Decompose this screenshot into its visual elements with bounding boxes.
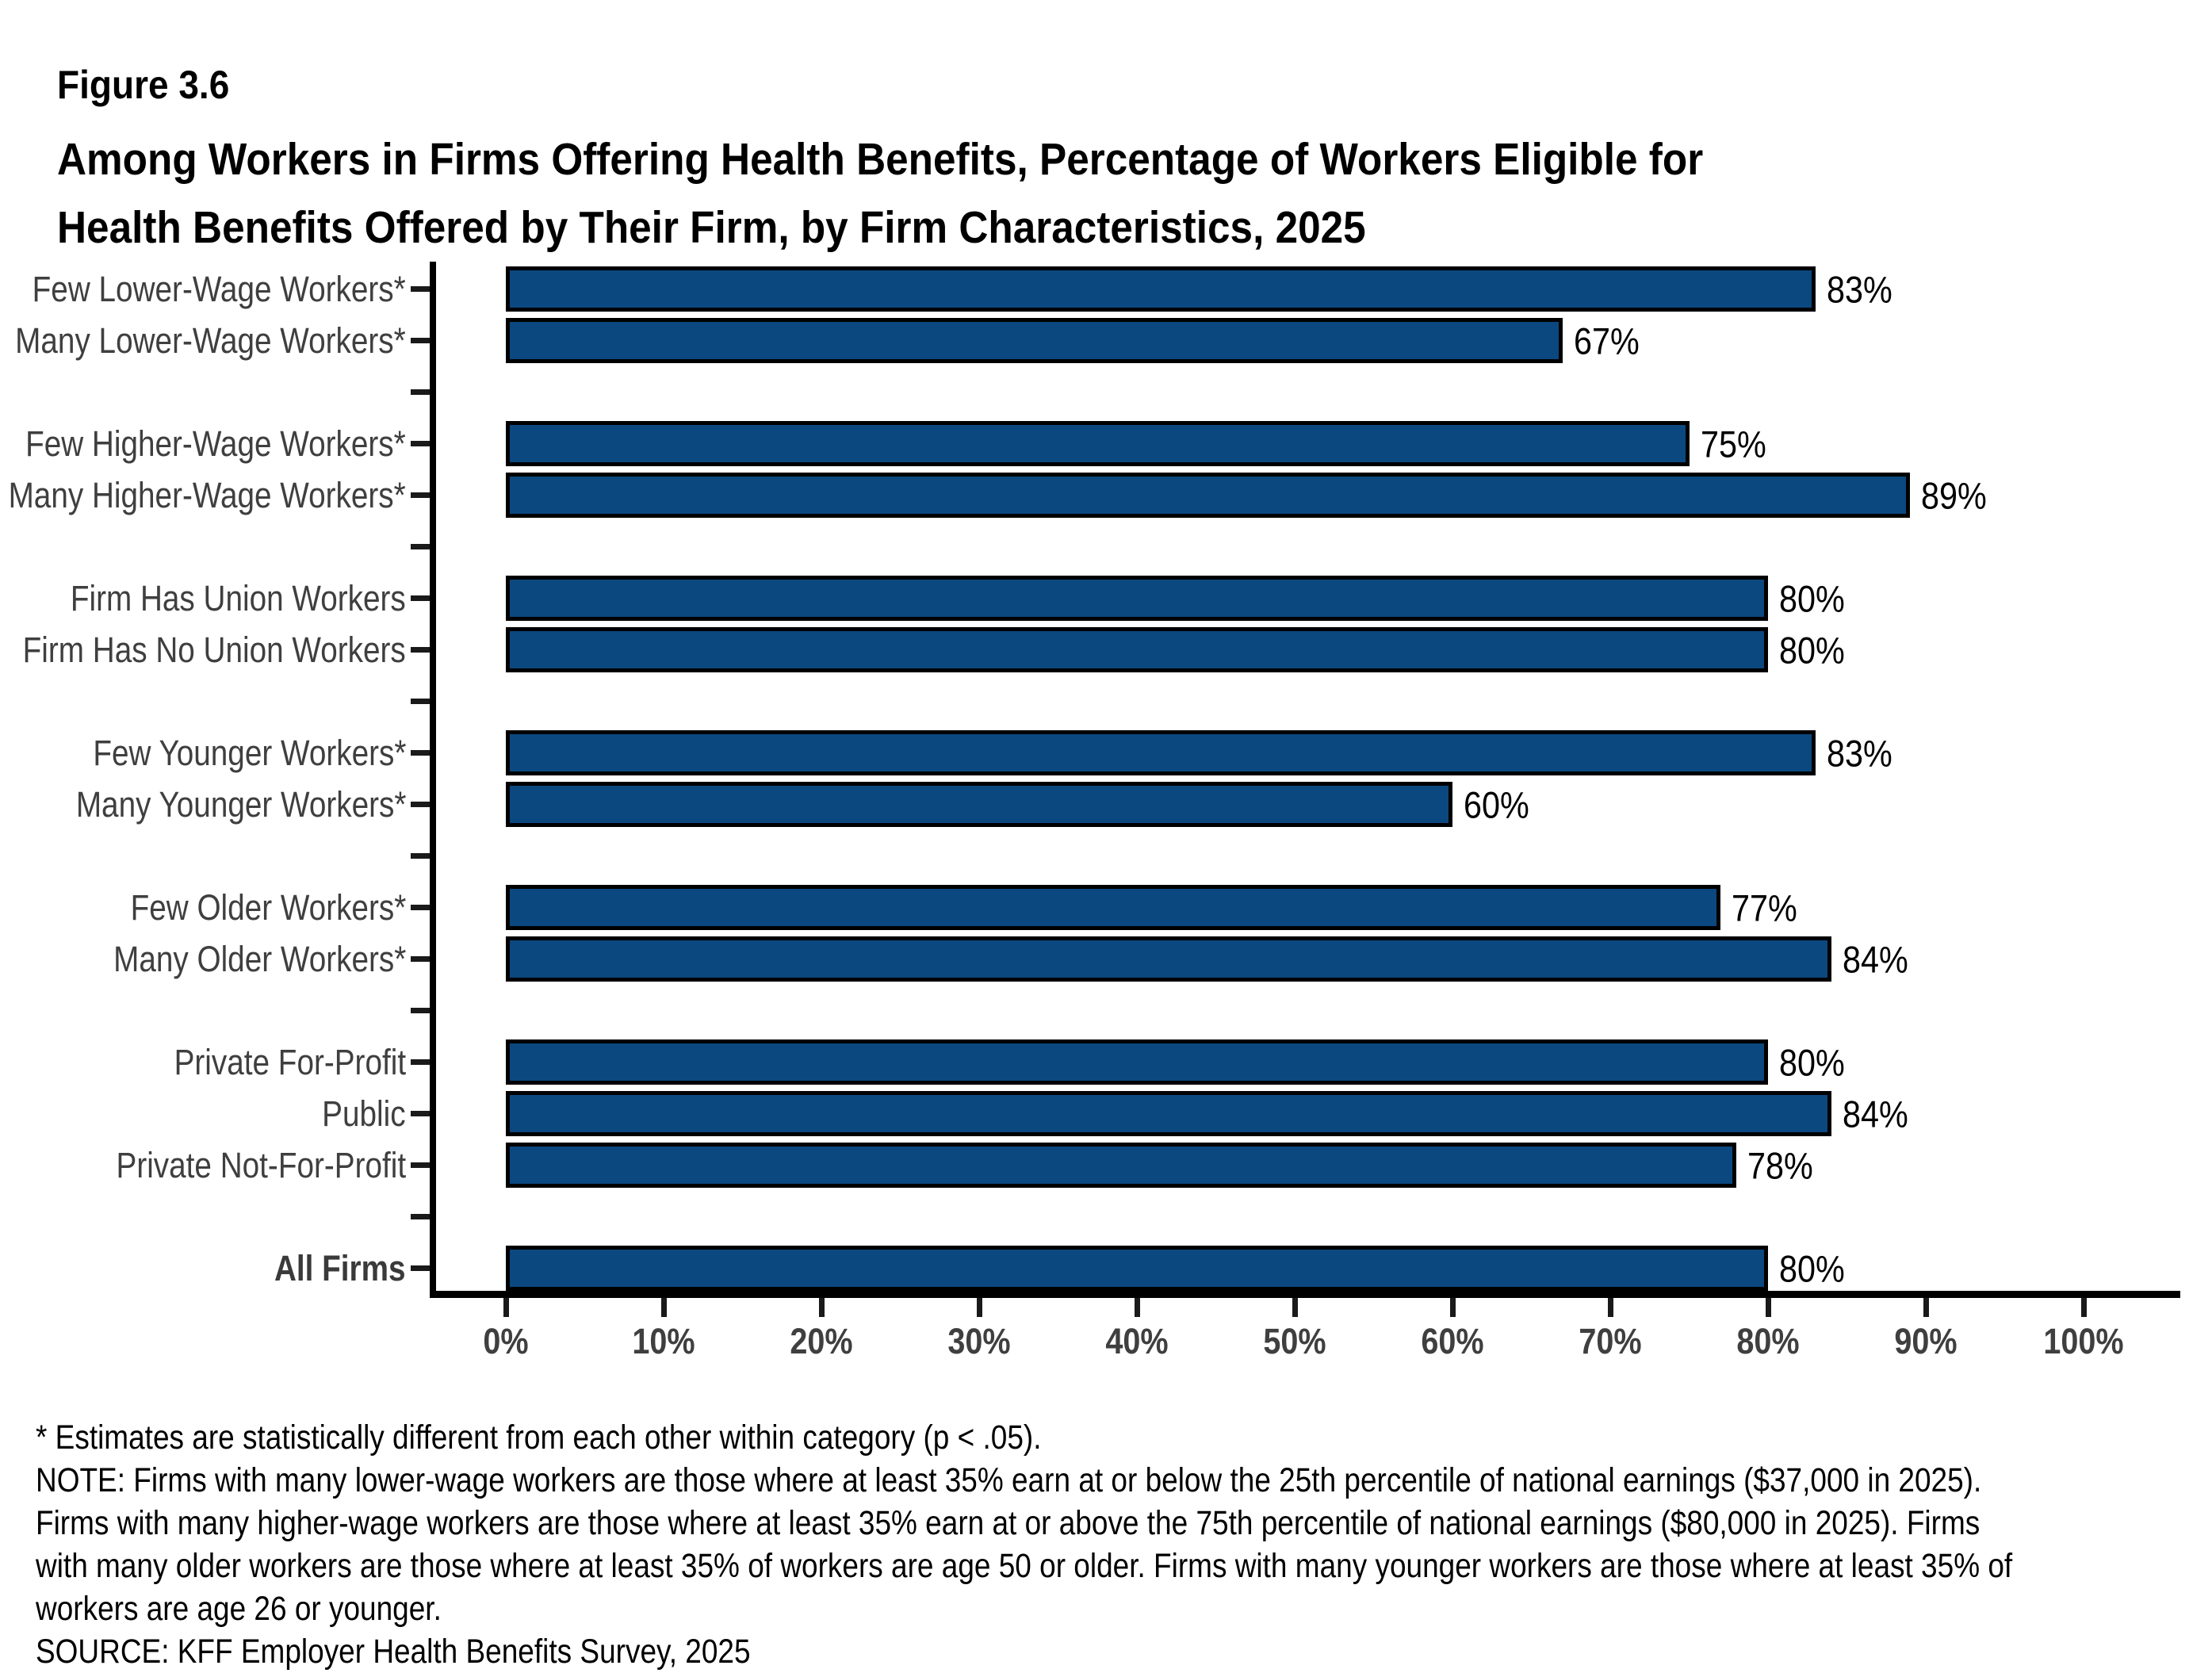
category-label: Few Older Workers* [130, 886, 406, 928]
bar [506, 936, 1831, 982]
category-label: Few Younger Workers* [92, 732, 406, 773]
bar-value-label: 67% [1574, 320, 1640, 362]
x-axis-tick-label: 30% [947, 1321, 1011, 1361]
category-label: Private For-Profit [174, 1041, 406, 1082]
bar [506, 1039, 1768, 1085]
y-axis-tick [411, 338, 430, 343]
x-axis-tick [818, 1298, 825, 1317]
y-axis-tick [411, 1162, 430, 1168]
bar-value-label: 83% [1826, 268, 1892, 310]
x-axis-tick [1923, 1298, 1929, 1317]
x-axis-tick-label: 100% [2043, 1321, 2124, 1361]
y-axis-tick [411, 441, 430, 446]
y-axis-tick [411, 905, 430, 910]
y-axis-tick [411, 802, 430, 807]
category-label: Few Lower-Wage Workers* [33, 268, 406, 309]
x-axis-tick-label: 80% [1736, 1321, 1800, 1361]
footnote-line: NOTE: Firms with many lower-wage workers… [36, 1461, 1982, 1499]
y-axis-tick [411, 1008, 430, 1013]
bar [506, 1143, 1737, 1188]
category-label: Many Younger Workers* [75, 783, 406, 825]
footnote-line: SOURCE: KFF Employer Health Benefits Sur… [36, 1633, 751, 1671]
footnote-line: Firms with many higher-wage workers are … [36, 1504, 1980, 1542]
category-label: Few Higher-Wage Workers* [25, 423, 406, 464]
y-axis-tick [411, 853, 430, 859]
bar-value-label: 75% [1700, 423, 1766, 465]
footnotes: * Estimates are statistically different … [36, 1416, 2212, 1673]
x-axis-tick-label: 70% [1579, 1321, 1642, 1361]
y-axis-tick [411, 1059, 430, 1065]
bar [506, 627, 1768, 672]
bar-value-label: 60% [1464, 783, 1529, 825]
x-axis-tick [1607, 1298, 1613, 1317]
bar-value-label: 80% [1779, 577, 1845, 619]
y-axis-tick [411, 1265, 430, 1271]
category-label: Firm Has No Union Workers [22, 629, 406, 670]
bar-value-label: 80% [1779, 1041, 1845, 1083]
chart-title: Among Workers in Firms Offering Health B… [57, 125, 1886, 262]
bar-value-label: 80% [1779, 1247, 1845, 1289]
x-axis-tick [2080, 1298, 2087, 1317]
y-axis-tick [411, 1214, 430, 1219]
y-axis-tick [411, 389, 430, 395]
bar [506, 318, 1563, 363]
bar [506, 421, 1690, 466]
bar-value-label: 84% [1842, 1093, 1908, 1135]
x-axis-tick [660, 1298, 667, 1317]
bar [506, 473, 1911, 518]
x-axis-tick-label: 40% [1105, 1321, 1169, 1361]
x-axis-tick-label: 20% [790, 1321, 853, 1361]
category-label: Public [322, 1093, 406, 1134]
x-axis-tick-label: 10% [632, 1321, 695, 1361]
x-axis-tick-label: 0% [483, 1321, 529, 1361]
bar [506, 576, 1768, 621]
x-axis-tick-label: 50% [1263, 1321, 1326, 1361]
bar-value-label: 89% [1921, 474, 1987, 516]
y-axis-line [430, 262, 436, 1297]
x-axis-tick [1765, 1298, 1771, 1317]
bar-value-label: 80% [1779, 629, 1845, 671]
category-label: Many Lower-Wage Workers* [15, 320, 406, 361]
category-label: Many Older Workers* [113, 938, 406, 979]
y-axis-tick [411, 286, 430, 292]
y-axis-tick [411, 492, 430, 498]
bar-value-label: 83% [1826, 732, 1892, 774]
chart-title-line-1: Among Workers in Firms Offering Health B… [57, 134, 1704, 185]
y-axis-tick [411, 956, 430, 962]
bar [506, 266, 1816, 312]
bar [506, 730, 1816, 775]
bar [506, 1246, 1768, 1291]
x-axis-tick-label: 60% [1421, 1321, 1484, 1361]
x-axis-tick [503, 1298, 509, 1317]
footnote-line: with many older workers are those where … [36, 1547, 2013, 1585]
y-axis-tick [411, 1111, 430, 1116]
bar [506, 782, 1452, 827]
chart-title-line-2: Health Benefits Offered by Their Firm, b… [57, 202, 1366, 253]
bar [506, 1091, 1831, 1136]
category-label: All Firms [274, 1247, 406, 1288]
bar-value-label: 77% [1732, 886, 1798, 928]
x-axis-line [430, 1291, 2180, 1298]
x-axis-tick-label: 90% [1894, 1321, 1958, 1361]
category-label: Private Not-For-Profit [116, 1144, 406, 1185]
bar-value-label: 84% [1842, 938, 1908, 980]
x-axis-tick [1449, 1298, 1456, 1317]
y-axis-tick [411, 750, 430, 756]
x-axis-tick [1292, 1298, 1298, 1317]
y-axis-tick [411, 595, 430, 601]
x-axis-tick [976, 1298, 982, 1317]
footnote-line: * Estimates are statistically different … [36, 1418, 1042, 1457]
footnote-line: workers are age 26 or younger. [36, 1590, 442, 1628]
bar [506, 885, 1721, 930]
category-label: Many Higher-Wage Workers* [8, 474, 406, 515]
category-label: Firm Has Union Workers [71, 577, 406, 618]
figure-number: Figure 3.6 [57, 63, 230, 107]
y-axis-tick [411, 699, 430, 704]
bar-value-label: 78% [1747, 1144, 1813, 1186]
y-axis-tick [411, 647, 430, 653]
y-axis-tick [411, 544, 430, 549]
x-axis-tick [1134, 1298, 1140, 1317]
